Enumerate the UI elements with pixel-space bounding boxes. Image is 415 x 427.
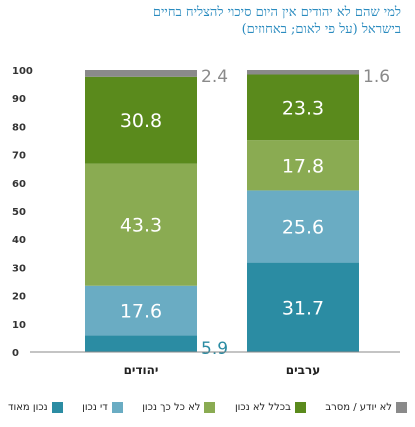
value-label: 25.6 xyxy=(282,217,324,239)
y-tick-label: 0 xyxy=(12,348,19,359)
value-label: 5.9 xyxy=(201,339,228,359)
y-tick-label: 80 xyxy=(12,122,26,133)
y-tick-label: 20 xyxy=(12,292,26,303)
category-label: ערבים xyxy=(286,363,320,377)
value-label: 1.6 xyxy=(363,67,390,87)
legend-label: לא יודע / מסרב xyxy=(325,402,392,413)
bar-segment xyxy=(85,70,197,77)
y-tick-label: 50 xyxy=(12,207,26,218)
chart-title-line-1: למי שהם לא יהודים אין היום סיכוי להצליח … xyxy=(152,5,401,20)
value-label: 31.7 xyxy=(282,297,324,319)
legend-swatch xyxy=(204,402,216,413)
y-tick-label: 60 xyxy=(12,179,26,190)
legend-item: לא יודע / מסרב xyxy=(325,402,407,413)
legend-swatch xyxy=(111,402,123,413)
bar-segment xyxy=(247,190,359,263)
legend-item: די נכון xyxy=(82,402,123,413)
legend-item: נכון מאוד xyxy=(8,402,63,413)
legend: נכון מאוד די נכון לא כל כך נכון בכלל לא נכו… xyxy=(8,402,407,413)
legend-label: די נכון xyxy=(82,402,108,413)
bar-segment xyxy=(85,163,197,286)
bar-segment xyxy=(247,70,359,75)
y-tick-label: 90 xyxy=(12,94,26,105)
legend-label: נכון מאוד xyxy=(8,402,48,413)
category-label: יהודים xyxy=(124,363,159,377)
bar-segment xyxy=(85,335,197,352)
bar-segment xyxy=(247,140,359,191)
value-labels: 5.9 17.6 43.3 30.8 2.4 31.7 25.6 17.8 23.3 1.6 xyxy=(120,67,390,359)
legend-item: לא כל כך נכון xyxy=(142,402,216,413)
x-axis: יהודים ערבים xyxy=(30,351,400,377)
legend-item: בכלל לא נכון xyxy=(235,402,306,413)
y-axis: 0 10 20 30 40 50 60 70 80 90 100 xyxy=(12,66,33,359)
chart-title-line-2: בישראל (על פי לאום; באחוזים) xyxy=(241,22,401,37)
y-tick-label: 40 xyxy=(12,235,26,246)
y-tick-label: 70 xyxy=(12,151,26,162)
value-label: 2.4 xyxy=(201,67,228,87)
bars xyxy=(85,70,359,352)
bar-segment xyxy=(247,262,359,352)
legend-swatch xyxy=(294,402,306,413)
legend-label: בכלל לא נכון xyxy=(234,402,291,413)
bar-segment xyxy=(85,76,197,164)
value-label: 17.6 xyxy=(120,301,162,323)
legend-swatch xyxy=(396,402,407,413)
value-label: 23.3 xyxy=(282,97,324,119)
legend-swatch xyxy=(51,402,63,413)
y-tick-label: 100 xyxy=(12,66,33,77)
y-tick-label: 10 xyxy=(12,320,26,331)
chart-title: למי שהם לא יהודים אין היום סיכוי להצליח … xyxy=(11,4,401,38)
y-tick-label: 30 xyxy=(12,263,26,274)
bar-segment xyxy=(247,74,359,141)
value-label: 43.3 xyxy=(120,215,162,237)
legend-label: לא כל כך נכון xyxy=(142,402,201,413)
value-label: 17.8 xyxy=(282,155,324,177)
bar-segment xyxy=(85,285,197,336)
value-label: 30.8 xyxy=(120,110,162,132)
